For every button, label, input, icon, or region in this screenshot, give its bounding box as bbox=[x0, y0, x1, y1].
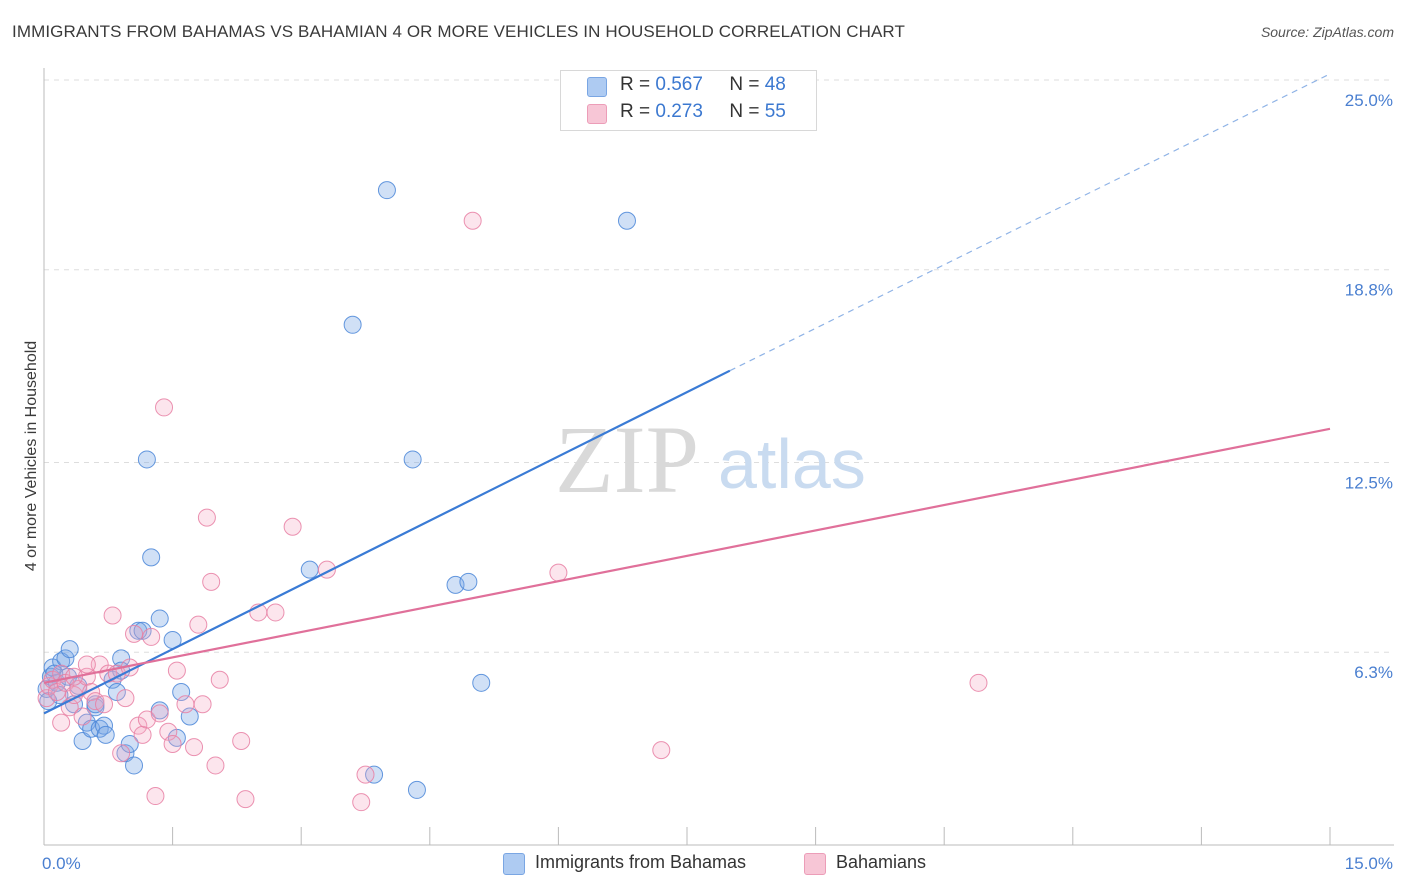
point-bahamians bbox=[202, 572, 221, 591]
point-bahamians bbox=[185, 738, 204, 757]
point-bahamas bbox=[172, 683, 191, 701]
point-bahamians bbox=[197, 508, 216, 527]
point-bahamas bbox=[180, 707, 199, 726]
point-bahamians bbox=[176, 695, 195, 714]
legend-swatch-blue bbox=[587, 77, 607, 97]
point-bahamians bbox=[159, 722, 178, 741]
x-tick-label-max: 15.0% bbox=[1345, 854, 1393, 873]
point-bahamas bbox=[459, 572, 478, 591]
point-bahamians bbox=[73, 707, 92, 726]
point-bahamas bbox=[96, 725, 115, 744]
point-bahamians bbox=[283, 517, 302, 536]
point-bahamas bbox=[125, 756, 144, 775]
gridlines bbox=[44, 79, 1394, 653]
y-tick-label: 18.8% bbox=[1345, 281, 1393, 300]
point-bahamians bbox=[206, 756, 225, 775]
trend-line-bahamas bbox=[43, 369, 731, 715]
legend-swatch-pink bbox=[587, 104, 607, 124]
point-bahamas bbox=[377, 181, 396, 200]
point-bahamians bbox=[549, 563, 568, 582]
point-bahamians bbox=[189, 615, 208, 634]
watermark: ZIP atlas bbox=[555, 406, 866, 513]
legend-r-label: R = bbox=[620, 74, 651, 95]
point-bahamians bbox=[155, 398, 174, 417]
point-bahamas bbox=[617, 211, 636, 230]
point-bahamas bbox=[60, 640, 79, 659]
point-bahamas bbox=[300, 560, 319, 579]
point-bahamas bbox=[73, 731, 92, 750]
watermark-atlas: atlas bbox=[718, 425, 866, 503]
data-points bbox=[37, 181, 988, 812]
point-bahamas bbox=[403, 450, 422, 469]
legend-n-pink: 55 bbox=[764, 101, 786, 122]
legend-n-label: N = bbox=[729, 101, 760, 122]
source-credit: Source: ZipAtlas.com bbox=[1260, 24, 1394, 40]
y-tick-label: 12.5% bbox=[1345, 474, 1393, 493]
trend-line-bahamas-extension bbox=[729, 73, 1331, 372]
point-bahamians bbox=[356, 765, 375, 784]
point-bahamians bbox=[133, 725, 152, 744]
y-tick-label: 25.0% bbox=[1345, 91, 1393, 110]
point-bahamians bbox=[52, 713, 71, 732]
watermark-zip: ZIP bbox=[555, 406, 699, 513]
correlation-legend: R = 0.567 N = 48 R = 0.273 N = 55 bbox=[560, 70, 817, 131]
point-bahamas bbox=[95, 716, 114, 735]
point-bahamas bbox=[137, 450, 156, 469]
chart-title: IMMIGRANTS FROM BAHAMAS VS BAHAMIAN 4 OR… bbox=[12, 22, 905, 41]
bottom-legend-label-blue: Immigrants from Bahamas bbox=[535, 852, 747, 872]
point-bahamas bbox=[142, 548, 161, 567]
point-bahamians bbox=[167, 661, 186, 680]
point-bahamians bbox=[103, 606, 122, 625]
point-bahamians bbox=[116, 689, 135, 708]
point-bahamians bbox=[652, 741, 671, 760]
trend-lines bbox=[43, 73, 1331, 715]
point-bahamians bbox=[146, 787, 165, 806]
point-bahamians bbox=[210, 670, 229, 689]
point-bahamians bbox=[266, 603, 285, 622]
legend-n-label: N = bbox=[729, 74, 760, 95]
point-bahamians bbox=[969, 673, 988, 692]
point-bahamians bbox=[193, 695, 212, 714]
legend-n-blue: 48 bbox=[764, 74, 786, 95]
point-bahamians bbox=[77, 655, 96, 674]
point-bahamians bbox=[236, 790, 255, 809]
point-bahamians bbox=[352, 793, 371, 812]
y-tick-label: 6.3% bbox=[1354, 663, 1393, 682]
point-bahamians bbox=[125, 624, 144, 643]
point-bahamians bbox=[232, 731, 251, 750]
point-bahamians bbox=[150, 704, 169, 723]
point-bahamians bbox=[463, 211, 482, 230]
bottom-legend-swatch-blue bbox=[503, 853, 525, 875]
legend-r-label: R = bbox=[620, 101, 651, 122]
bottom-legend-swatch-pink bbox=[804, 853, 826, 875]
legend-r-pink: 0.273 bbox=[655, 101, 703, 122]
point-bahamas bbox=[407, 780, 426, 799]
point-bahamians bbox=[142, 627, 161, 646]
point-bahamas bbox=[116, 744, 135, 763]
point-bahamas bbox=[343, 315, 362, 334]
tick-labels: 6.3% 12.5% 18.8% 25.0% 0.0% 15.0% bbox=[42, 91, 1393, 873]
point-bahamians bbox=[163, 735, 182, 754]
point-bahamians bbox=[112, 744, 131, 763]
x-tick-label-min: 0.0% bbox=[42, 854, 81, 873]
trend-line-bahamians bbox=[43, 427, 1331, 684]
axes bbox=[43, 68, 1394, 846]
legend-r-blue: 0.567 bbox=[655, 74, 703, 95]
bottom-legend-label-pink: Bahamians bbox=[836, 852, 927, 872]
point-bahamians bbox=[95, 695, 114, 714]
point-bahamas bbox=[472, 673, 491, 692]
y-axis-label: 4 or more Vehicles in Household bbox=[23, 341, 40, 571]
point-bahamas bbox=[150, 609, 169, 628]
